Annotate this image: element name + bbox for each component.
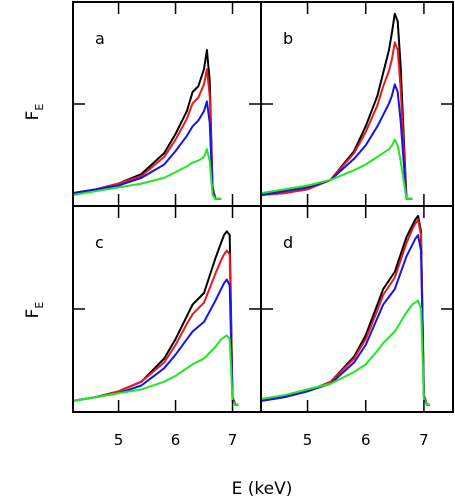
panels: a b c 5 6 7 d 5 6 7 <box>72 1 454 449</box>
panel-a: a <box>72 1 262 207</box>
x-tick-label: 5 <box>114 431 124 449</box>
series-line-c-1 <box>72 249 239 406</box>
series-line-b-3 <box>260 138 413 200</box>
panel-label: c <box>95 233 104 252</box>
series-line-a-0 <box>72 49 222 200</box>
y-axis-title-top: FE <box>23 104 46 121</box>
x-tick-label: 5 <box>303 431 313 449</box>
svg-text:FE: FE <box>23 302 46 319</box>
x-tick-label: 7 <box>228 431 238 449</box>
x-tick-label: 6 <box>361 431 371 449</box>
y-axis-title-sub: E <box>33 302 46 309</box>
series-line-d-2 <box>260 234 430 406</box>
series-line-c-2 <box>72 278 239 406</box>
svg-text:FE: FE <box>23 104 46 121</box>
series-line-c-3 <box>72 334 239 406</box>
series-line-b-1 <box>260 41 413 200</box>
panel-b: b <box>260 1 454 207</box>
series-line-a-3 <box>72 148 222 200</box>
series-line-b-2 <box>260 83 413 200</box>
y-axis-title-bottom: FE <box>23 302 46 319</box>
series-line-a-2 <box>72 100 222 200</box>
x-tick-label: 6 <box>171 431 181 449</box>
panel-label: d <box>283 233 293 252</box>
x-tick-label: 7 <box>419 431 429 449</box>
y-axis-title-main: F <box>23 309 43 319</box>
y-axis-title-sub: E <box>33 104 46 111</box>
series-line-c-0 <box>72 230 239 406</box>
y-axis-title-main: F <box>23 111 43 121</box>
series-line-a-1 <box>72 68 222 200</box>
series-line-d-3 <box>260 299 430 406</box>
panel-label: b <box>283 29 293 48</box>
panel-label: a <box>95 29 105 48</box>
x-axis-title: E (keV) <box>232 479 293 499</box>
panel-c: c 5 6 7 <box>72 205 262 449</box>
panel-d: d 5 6 7 <box>260 205 454 449</box>
